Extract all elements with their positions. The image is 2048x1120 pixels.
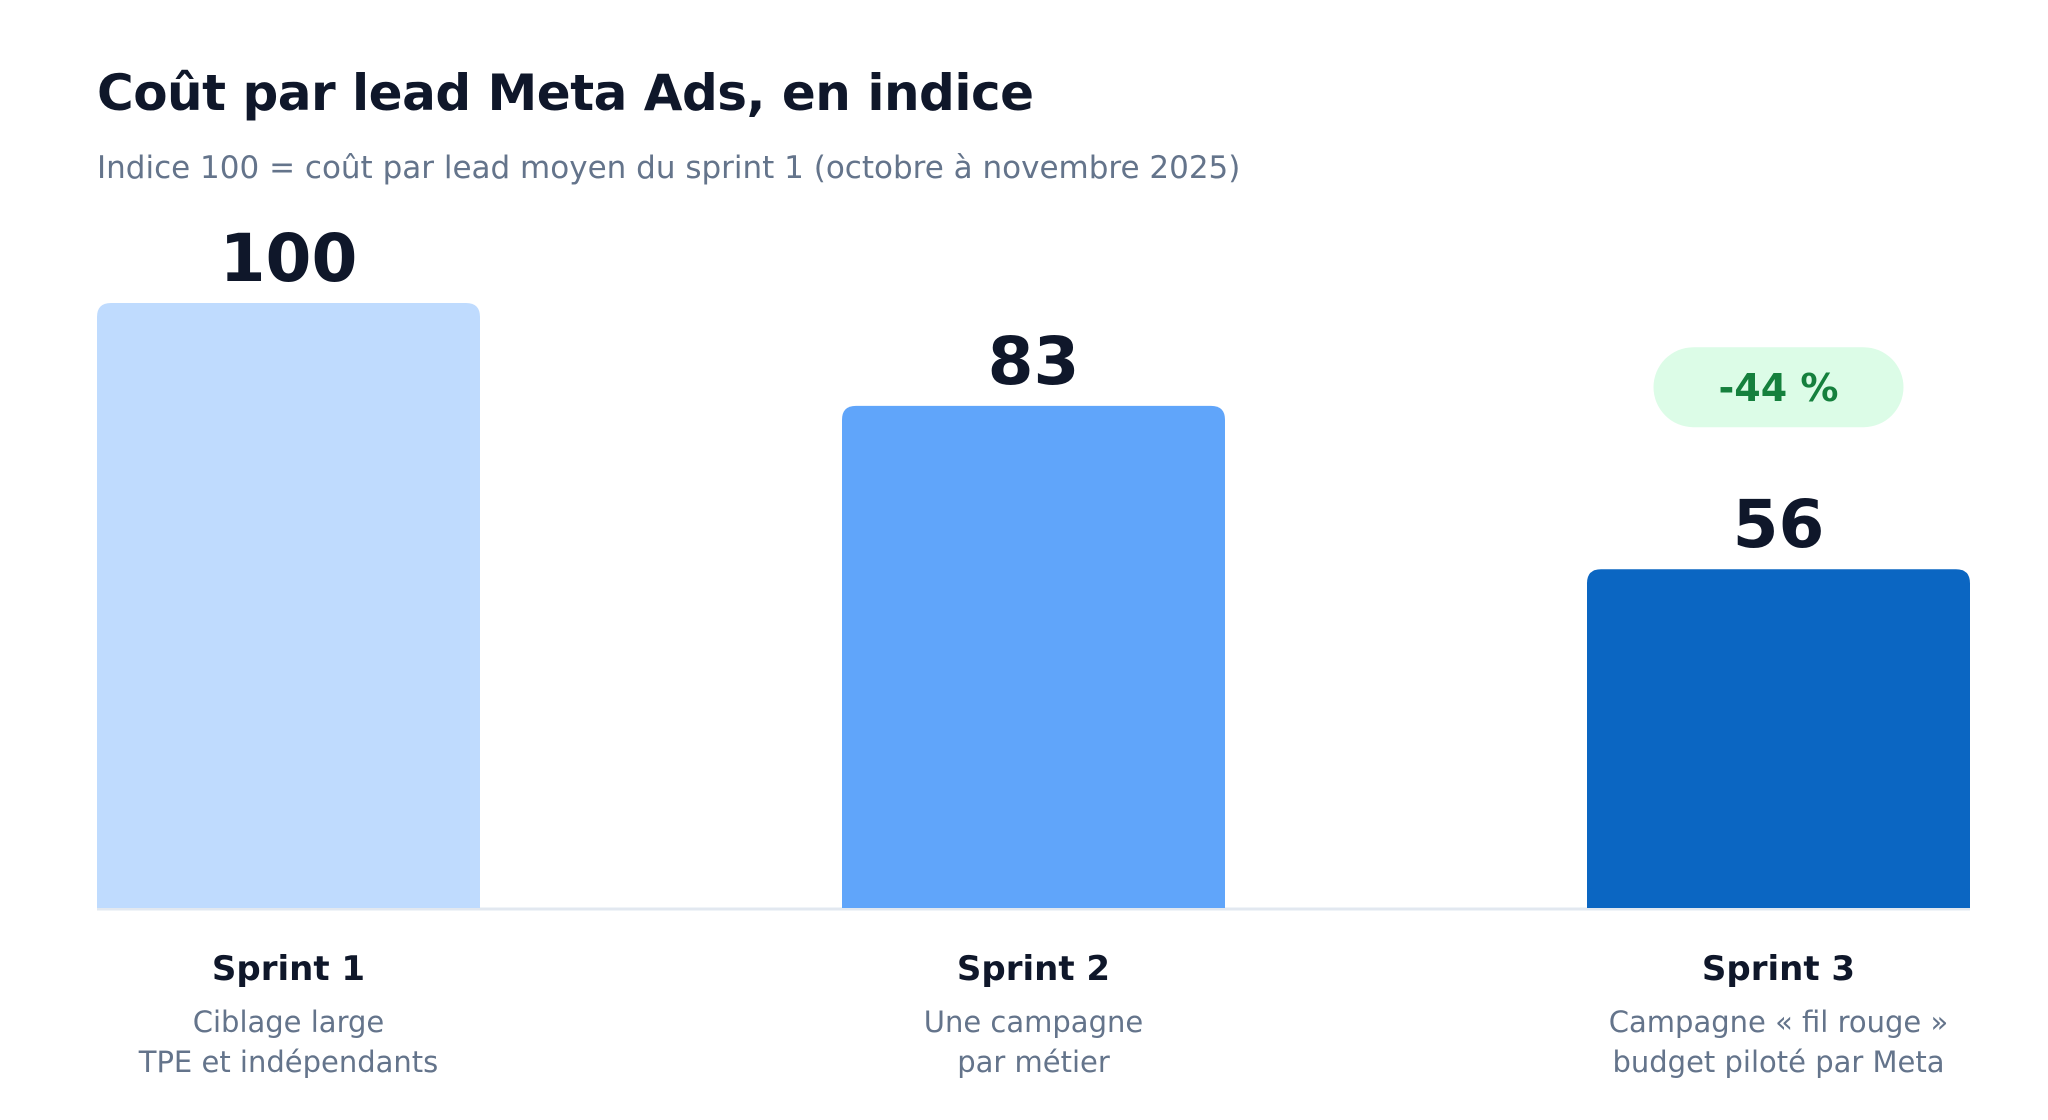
bar-3 xyxy=(1587,569,1970,908)
chart-subtitle: Indice 100 = coût par lead moyen du spri… xyxy=(97,150,1241,186)
category-description-1-line-1: Ciblage large xyxy=(193,1005,385,1039)
value-label-3: 56 xyxy=(1733,486,1825,563)
chart-title: Coût par lead Meta Ads, en indice xyxy=(97,64,1034,122)
category-label-2: Sprint 2 xyxy=(957,949,1110,989)
bar-2 xyxy=(842,405,1225,908)
bar-1 xyxy=(97,303,480,908)
value-label-2: 83 xyxy=(988,323,1080,400)
category-description-2-line-1: Une campagne xyxy=(924,1005,1143,1039)
bar-1-bottom xyxy=(97,888,480,908)
bar-3-bottom xyxy=(1587,888,1970,908)
change-badge xyxy=(1653,347,1904,428)
category-label-1: Sprint 1 xyxy=(212,949,365,989)
value-label-1: 100 xyxy=(220,220,358,297)
bar-2-bottom xyxy=(842,888,1225,908)
category-description-2-line-2: par métier xyxy=(957,1045,1110,1079)
category-description-1-line-2: TPE et indépendants xyxy=(138,1045,439,1079)
change-badge-text: -44 % xyxy=(1719,366,1839,410)
category-description-3-line-1: Campagne « fil rouge » xyxy=(1609,1005,1948,1039)
category-label-3: Sprint 3 xyxy=(1702,949,1855,989)
category-description-3-line-2: budget piloté par Meta xyxy=(1612,1045,1944,1079)
